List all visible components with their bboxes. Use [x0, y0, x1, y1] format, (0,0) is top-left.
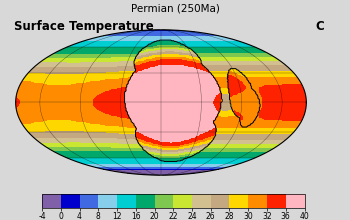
Text: Surface Temperature: Surface Temperature	[14, 20, 154, 33]
Text: C: C	[315, 20, 324, 33]
Text: Permian (250Ma): Permian (250Ma)	[131, 3, 219, 13]
